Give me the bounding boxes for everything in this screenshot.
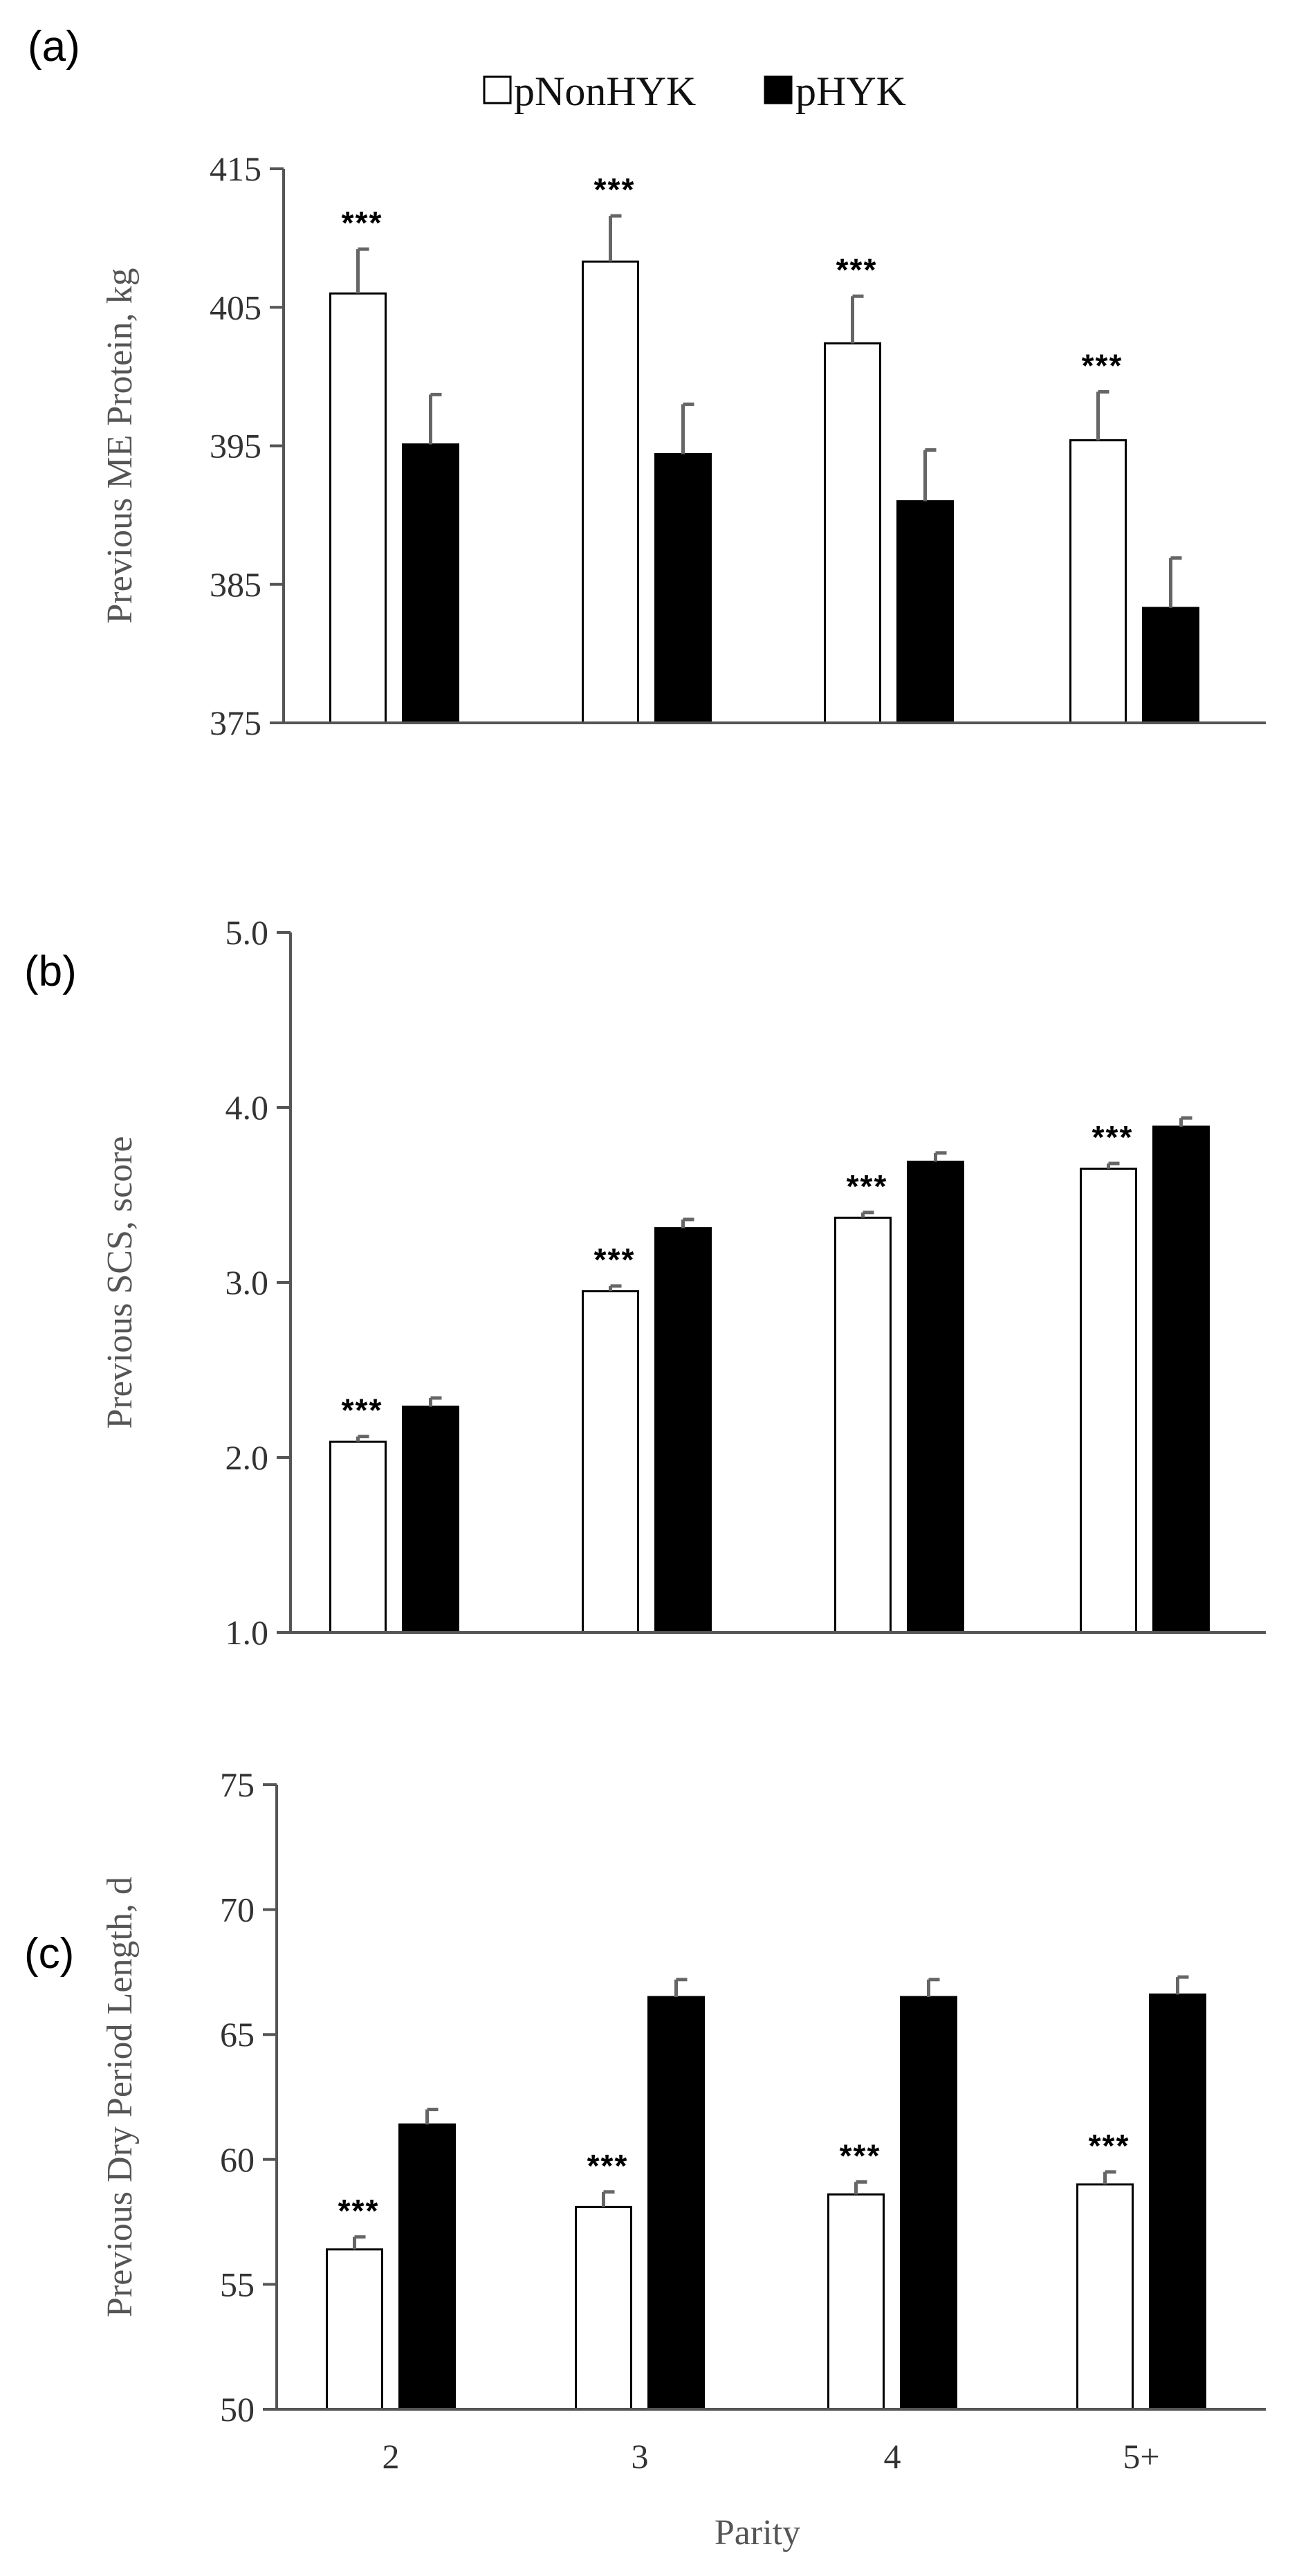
bar-pnonhyk-parity-2 <box>329 1440 387 1634</box>
bar-phyk-parity-3 <box>654 453 712 724</box>
legend-swatch-pnonhyk <box>483 75 512 104</box>
y-tick-label: 55 <box>220 2265 255 2303</box>
chart-panel-3: (c) 50 55 60 65 70 75 Previous Dry Period Lengt… <box>24 1765 1266 2552</box>
y-axis-title: Previous ME Protein, kg <box>100 268 140 623</box>
y-tick-label: 5.0 <box>225 913 269 952</box>
y-tick-label: 4.0 <box>225 1088 269 1127</box>
panel-label: (b) <box>24 948 77 995</box>
chart-panel-1: (a) 375 385 395 405 415 Previous ME Protein, k… <box>28 23 1266 742</box>
bar-phyk-parity-3 <box>647 1996 705 2411</box>
bar-phyk-parity-5plus <box>1152 1125 1210 1634</box>
y-axis-title: Previous Dry Period Length, d <box>100 1877 140 2317</box>
significance-marker: *** <box>840 2137 881 2173</box>
legend: pNonHYK pHYK <box>483 68 906 114</box>
y-tick-label: 60 <box>220 2140 255 2179</box>
significance-marker: *** <box>1089 2128 1130 2164</box>
bar-phyk-parity-4 <box>907 1160 964 1634</box>
y-tick-label: 405 <box>210 288 261 326</box>
bar-phyk-parity-3 <box>654 1227 712 1634</box>
bar-pnonhyk-parity-5plus <box>1069 439 1127 724</box>
significance-marker: *** <box>847 1168 888 1204</box>
y-axis-title: Previous SCS, score <box>100 1136 140 1428</box>
bar-pnonhyk-parity-2 <box>326 2248 383 2411</box>
significance-marker: *** <box>1082 347 1123 383</box>
bar-phyk-parity-5plus <box>1142 607 1199 724</box>
bar-pnonhyk-parity-5plus <box>1080 1168 1137 1634</box>
significance-marker: *** <box>587 2148 629 2184</box>
significance-marker: *** <box>342 205 383 241</box>
panel-label: (a) <box>28 23 80 71</box>
bar-phyk-parity-4 <box>896 500 954 724</box>
y-tick-label: 375 <box>210 703 261 742</box>
bar-pnonhyk-parity-3 <box>582 1290 639 1634</box>
bar-pnonhyk-parity-4 <box>827 2193 885 2411</box>
legend-label-phyk: pHYK <box>795 68 906 114</box>
y-tick-label: 385 <box>210 565 261 604</box>
y-tick-label: 70 <box>220 1890 255 1929</box>
x-tick-label: 2 <box>383 2437 400 2476</box>
x-tick-label: 4 <box>884 2437 901 2476</box>
y-tick-label: 395 <box>210 427 261 466</box>
chart-panel-2: (b) 1.0 2.0 3.0 4.0 5.0 Previous SCS, score ***… <box>24 913 1266 1652</box>
x-tick-label: 3 <box>632 2437 649 2476</box>
bar-pnonhyk-parity-4 <box>834 1216 892 1634</box>
significance-marker: *** <box>342 1392 383 1428</box>
significance-marker: *** <box>594 1242 636 1278</box>
bar-phyk-parity-5plus <box>1149 1993 1206 2411</box>
bar-phyk-parity-4 <box>900 1996 957 2411</box>
bar-pnonhyk-parity-4 <box>824 342 881 724</box>
panel-label: (c) <box>24 1930 74 1978</box>
y-tick-label: 3.0 <box>225 1263 269 1302</box>
legend-label-pnonhyk: pNonHYK <box>514 68 696 114</box>
bar-pnonhyk-parity-5plus <box>1076 2183 1134 2411</box>
significance-marker: *** <box>1092 1119 1134 1155</box>
legend-swatch-phyk <box>764 75 793 104</box>
y-tick-label: 1.0 <box>225 1613 269 1652</box>
bar-pnonhyk-parity-2 <box>329 292 387 724</box>
y-tick-label: 50 <box>220 2390 255 2429</box>
bar-phyk-parity-2 <box>398 2123 456 2411</box>
bar-pnonhyk-parity-3 <box>575 2205 632 2411</box>
y-tick-label: 2.0 <box>225 1438 269 1477</box>
significance-marker: *** <box>836 252 878 288</box>
bar-pnonhyk-parity-3 <box>582 260 639 724</box>
x-tick-label: 5+ <box>1123 2437 1159 2476</box>
x-axis-title: Parity <box>715 2513 800 2552</box>
y-tick-label: 75 <box>220 1765 255 1804</box>
bar-phyk-parity-2 <box>402 443 459 724</box>
significance-marker: *** <box>594 172 636 208</box>
bar-phyk-parity-2 <box>402 1406 459 1634</box>
significance-marker: *** <box>338 2193 380 2229</box>
y-tick-label: 65 <box>220 2015 255 2054</box>
y-tick-label: 415 <box>210 149 261 188</box>
